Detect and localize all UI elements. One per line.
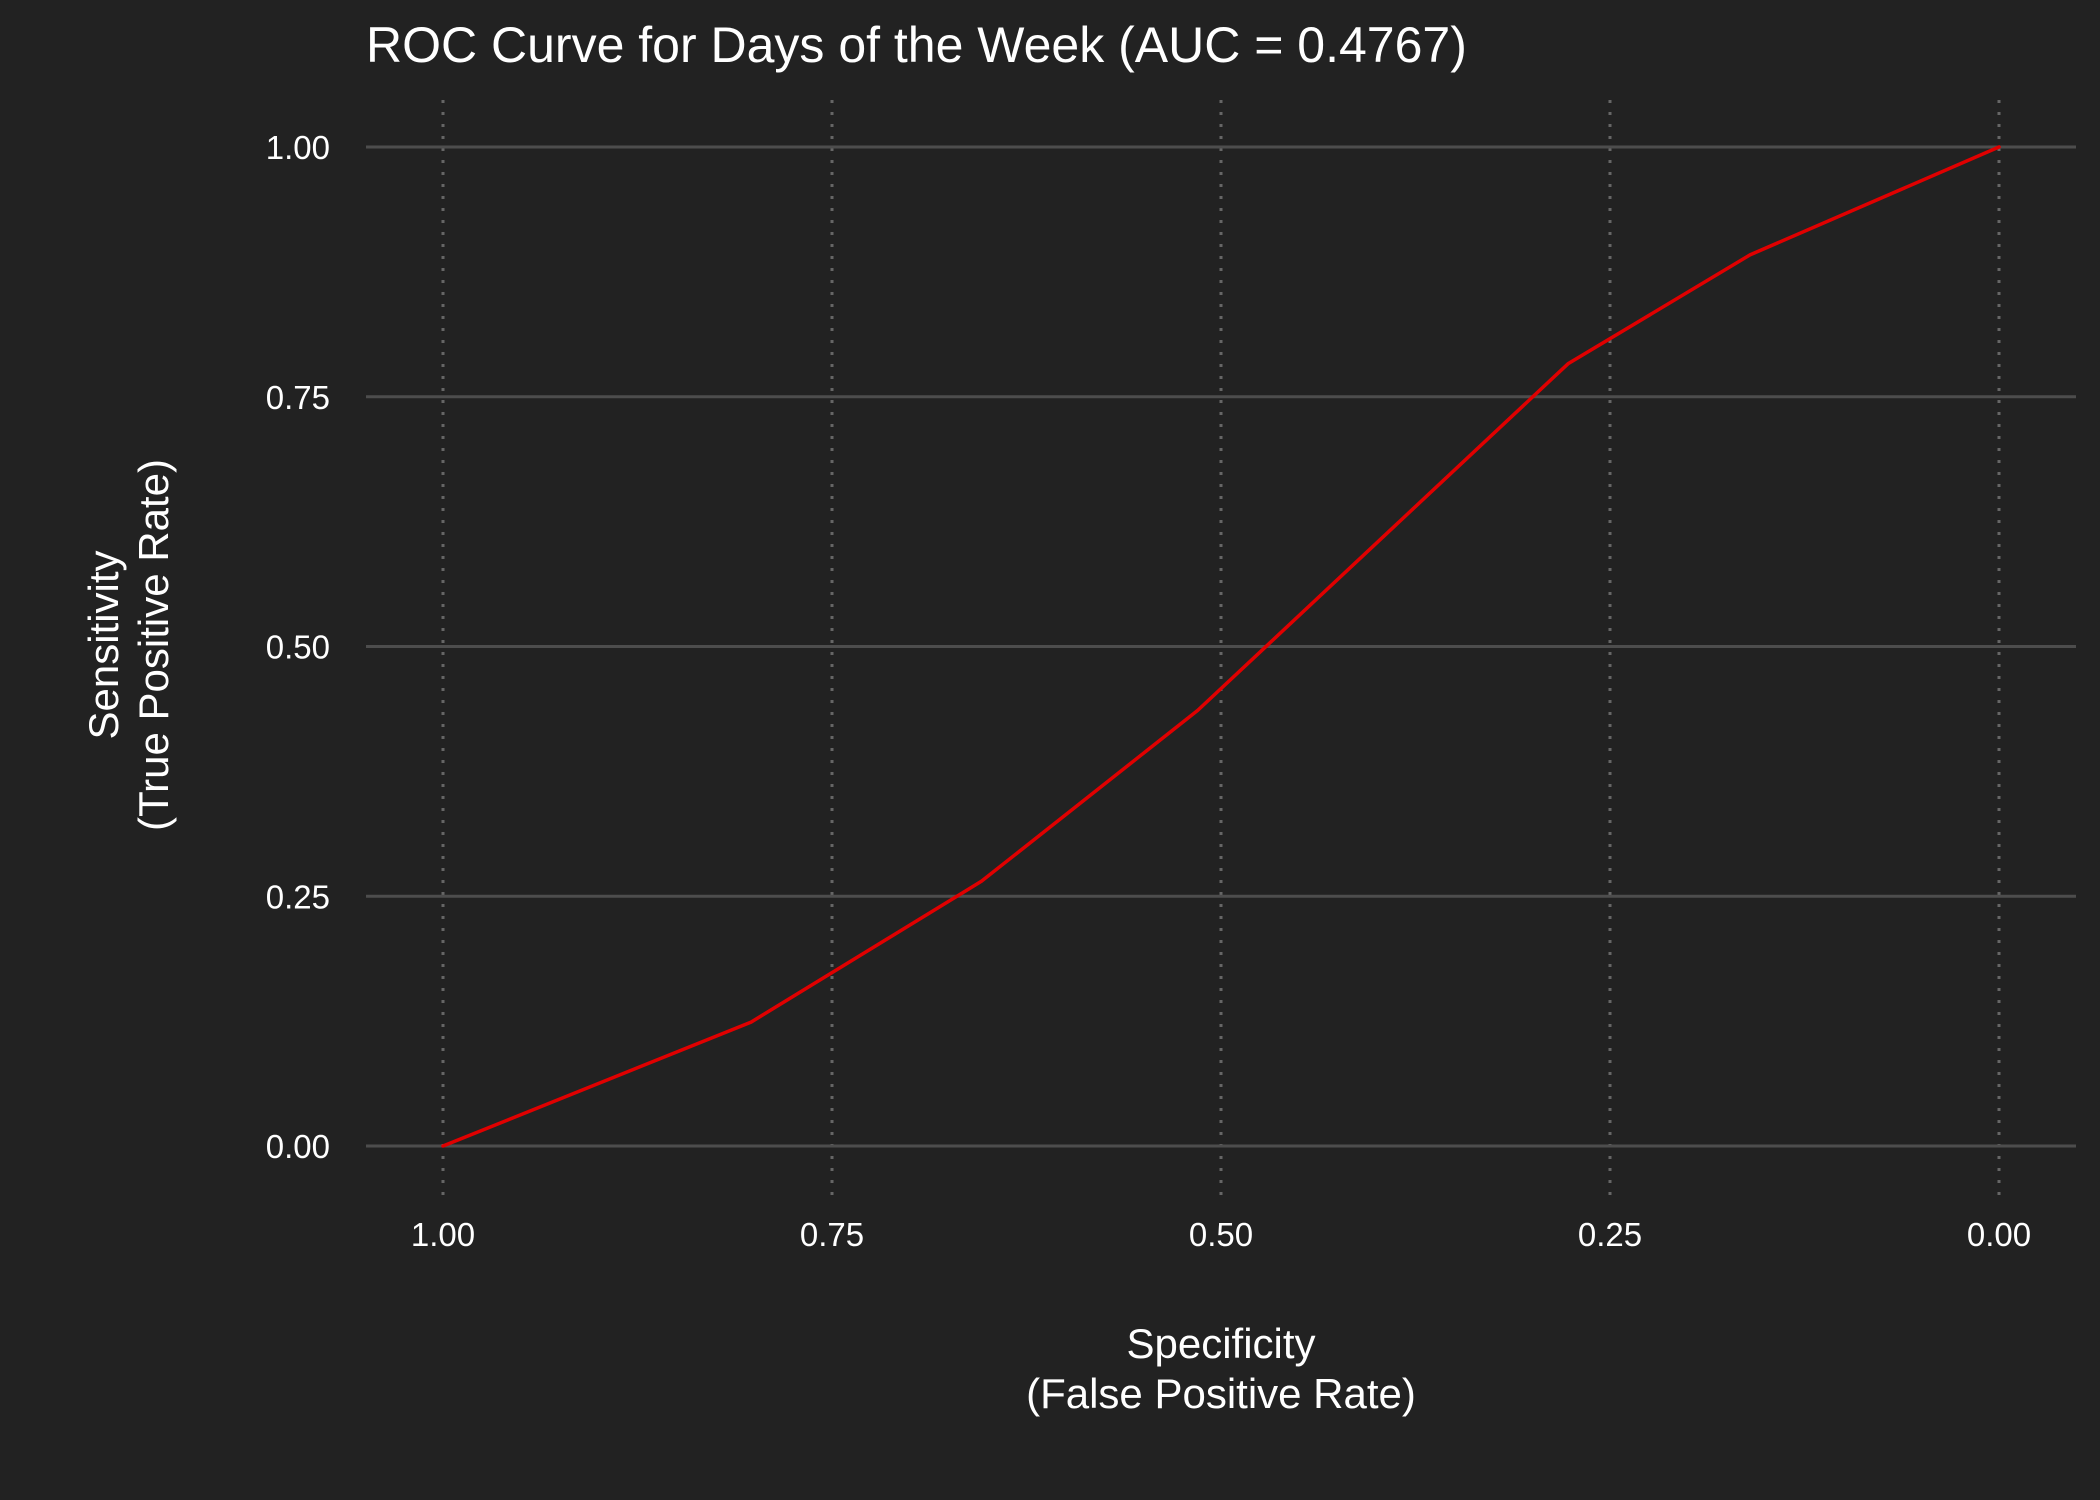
grid-lines xyxy=(366,100,2076,1195)
x-axis-label-line-2: (False Positive Rate) xyxy=(1026,1370,1416,1417)
x-tick-label: 0.25 xyxy=(1578,1216,1642,1253)
y-tick-label: 1.00 xyxy=(266,129,330,166)
x-tick-label: 0.50 xyxy=(1189,1216,1253,1253)
y-tick-label: 0.00 xyxy=(266,1128,330,1165)
roc-curve-line xyxy=(441,145,2001,1148)
y-axis-label-line-1: Sensitivity xyxy=(80,550,127,739)
y-tick-label: 0.75 xyxy=(266,379,330,416)
chart-title: ROC Curve for Days of the Week (AUC = 0.… xyxy=(366,17,1467,73)
y-axis-label-line-2: (True Positive Rate) xyxy=(130,459,177,831)
y-tick-label: 0.50 xyxy=(266,629,330,666)
x-axis-label-line-1: Specificity xyxy=(1126,1320,1315,1367)
y-tick-label: 0.25 xyxy=(266,878,330,915)
tick-labels: 1.00 0.75 0.50 0.25 0.00 0.00 0.25 0.50 0.75 1.00 xyxy=(266,129,2031,1253)
x-tick-label: 0.00 xyxy=(1967,1216,2031,1253)
x-tick-label: 1.00 xyxy=(411,1216,475,1253)
roc-curve-layer xyxy=(441,145,2001,1148)
x-tick-label: 0.75 xyxy=(800,1216,864,1253)
